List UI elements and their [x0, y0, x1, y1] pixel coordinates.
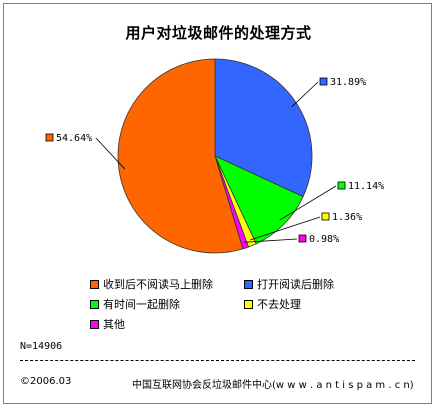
slice-label-swatch-4 [321, 212, 330, 221]
chart-title: 用户对垃圾邮件的处理方式 [125, 24, 312, 42]
pie-slice-2 [214, 58, 313, 198]
legend-label-5: 其他 [103, 318, 125, 331]
slice-label-swatch-3 [337, 181, 346, 190]
pie-chart: 31.89% 11.14% 1.36% 0.98% 54.64% [45, 58, 384, 254]
divider [20, 360, 415, 361]
slice-label-4: 1.36% [321, 212, 362, 223]
pie-slice-3 [214, 155, 304, 245]
legend-item-5: 其他 [90, 316, 125, 332]
slice-value-label-1: 54.64% [56, 133, 92, 144]
slice-label-2: 31.89% [319, 77, 366, 88]
legend-item-1: 收到后不阅读马上删除 [90, 276, 213, 292]
leader-line-2 [291, 81, 319, 108]
slice-label-3: 11.14% [337, 181, 384, 192]
slice-value-label-5: 0.98% [309, 234, 339, 245]
legend-label-2: 打开阅读后删除 [257, 278, 334, 291]
slice-label-swatch-1 [45, 133, 54, 142]
legend-item-3: 有时间一起删除 [90, 296, 180, 312]
legend-item-2: 打开阅读后删除 [244, 276, 334, 292]
sample-size: N=14906 [20, 341, 63, 352]
slice-label-swatch-2 [319, 77, 328, 86]
legend-swatch-3 [90, 299, 99, 309]
chart-frame: 用户对垃圾邮件的处理方式 31.89% 11.14% 1.36% 0.98% 54.64… [3, 3, 432, 404]
leader-line-4 [249, 216, 321, 241]
slice-label-1: 54.64% [45, 133, 92, 144]
slice-label-5: 0.98% [298, 234, 339, 245]
slice-value-label-3: 11.14% [348, 181, 384, 192]
slice-value-label-4: 1.36% [332, 212, 362, 223]
legend-label-3: 有时间一起删除 [103, 298, 180, 311]
copyright: ©2006.03 [20, 376, 72, 387]
leader-line-5 [243, 238, 298, 243]
slice-value-label-2: 31.89% [330, 77, 366, 88]
source-credit: 中国互联网协会反垃圾邮件中心(w w w . a n t i s p a m .… [132, 380, 414, 391]
pie-slice-1 [117, 58, 244, 254]
legend-item-4: 不去处理 [244, 296, 301, 312]
legend-swatch-4 [244, 299, 253, 309]
leader-line-3 [279, 185, 337, 221]
slice-label-swatch-5 [298, 234, 307, 243]
legend-swatch-5 [90, 319, 99, 329]
legend-label-4: 不去处理 [257, 298, 301, 311]
legend-label-1: 收到后不阅读马上删除 [103, 278, 213, 291]
leader-line-1 [95, 137, 126, 170]
legend-swatch-1 [90, 279, 99, 289]
legend-swatch-2 [244, 279, 253, 289]
